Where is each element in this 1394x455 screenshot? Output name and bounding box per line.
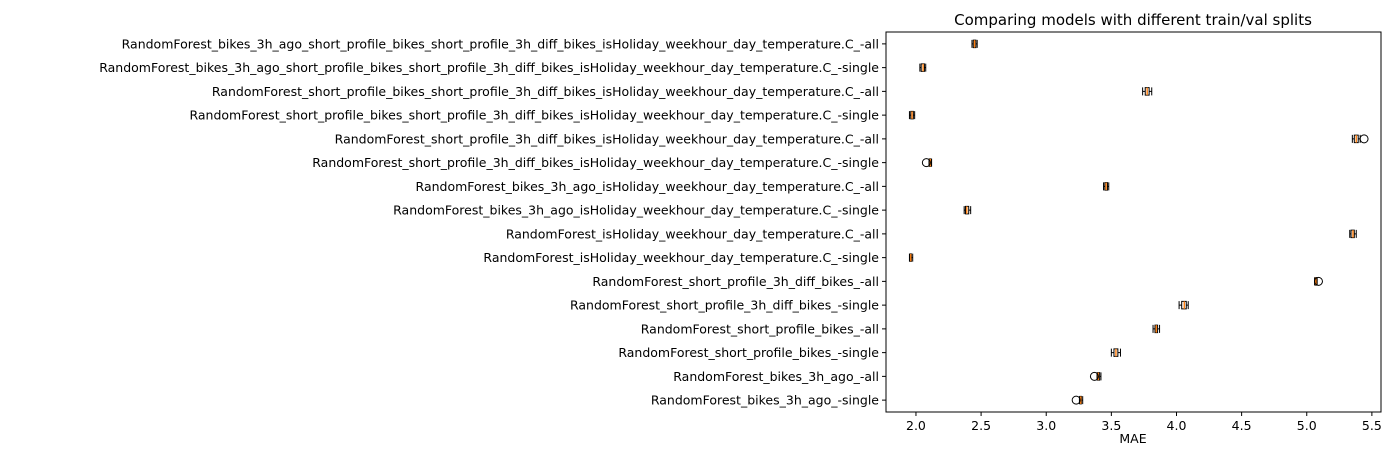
y-tick-label: RandomForest_bikes_3h_ago_-single [651,393,879,408]
flier-point [1313,276,1323,286]
y-tick-label: RandomForest_bikes_3h_ago_isHoliday_week… [393,203,879,218]
x-axis: 2.0 2.5 3.0 3.5 4.0 4.5 5.0 5.5 [906,412,1382,433]
x-tick-label: 2.0 [906,418,926,433]
box-group [1071,395,1084,405]
x-tick-label: 5.5 [1362,418,1382,433]
box-group [1178,300,1189,310]
box-group [1313,276,1323,286]
box-group [1103,182,1110,191]
flier-point [921,158,931,168]
y-tick-label: RandomForest_bikes_3h_ago_-all [673,369,879,384]
box-group [1349,229,1357,239]
y-tick-label: RandomForest_bikes_3h_ago_short_profile_… [122,36,879,51]
x-tick-label: 4.5 [1232,418,1252,433]
y-tick-label: RandomForest_bikes_3h_ago_isHoliday_week… [416,179,879,194]
y-tick-label: RandomForest_short_profile_bikes_-all [641,321,879,336]
chart-title: Comparing models with different train/va… [954,11,1312,29]
box-group [963,205,972,215]
y-tick-label: RandomForest_short_profile_3h_diff_bikes… [570,298,879,313]
box-group [1089,371,1102,381]
boxes-layer [908,39,1369,405]
y-tick-label: RandomForest_bikes_3h_ago_short_profile_… [99,60,879,75]
y-tick-label: RandomForest_isHoliday_weekhour_day_temp… [506,226,879,241]
x-tick-label: 2.5 [971,418,991,433]
x-tick-label: 4.0 [1167,418,1187,433]
x-tick-label: 5.0 [1297,418,1317,433]
y-tick-label: RandomForest_short_profile_bikes_-single [618,345,879,360]
flier-point [1089,371,1099,381]
box-group [908,253,914,262]
flier-point [1071,395,1081,405]
x-tick-label: 3.5 [1101,418,1121,433]
box-group [1110,348,1121,357]
box-group [1142,87,1153,96]
y-tick-label: RandomForest_short_profile_3h_diff_bikes… [592,274,879,289]
box-group [971,39,978,49]
box-group [908,110,916,120]
box-group [1152,324,1161,334]
x-axis-label: MAE [1119,431,1146,446]
y-axis: RandomForest_bikes_3h_ago_short_profile_… [99,36,886,408]
y-tick-label: RandomForest_short_profile_bikes_short_p… [212,84,879,99]
x-tick-label: 3.0 [1036,418,1056,433]
y-tick-label: RandomForest_short_profile_bikes_short_p… [189,108,879,123]
box-group [921,158,933,168]
plot-frame [885,31,1382,413]
box-group [919,63,927,72]
box-group [1351,134,1369,144]
flier-point [1359,134,1369,144]
y-tick-label: RandomForest_short_profile_3h_diff_bikes… [312,155,879,170]
y-tick-label: RandomForest_short_profile_3h_diff_bikes… [335,131,879,146]
y-tick-label: RandomForest_isHoliday_weekhour_day_temp… [483,250,879,265]
